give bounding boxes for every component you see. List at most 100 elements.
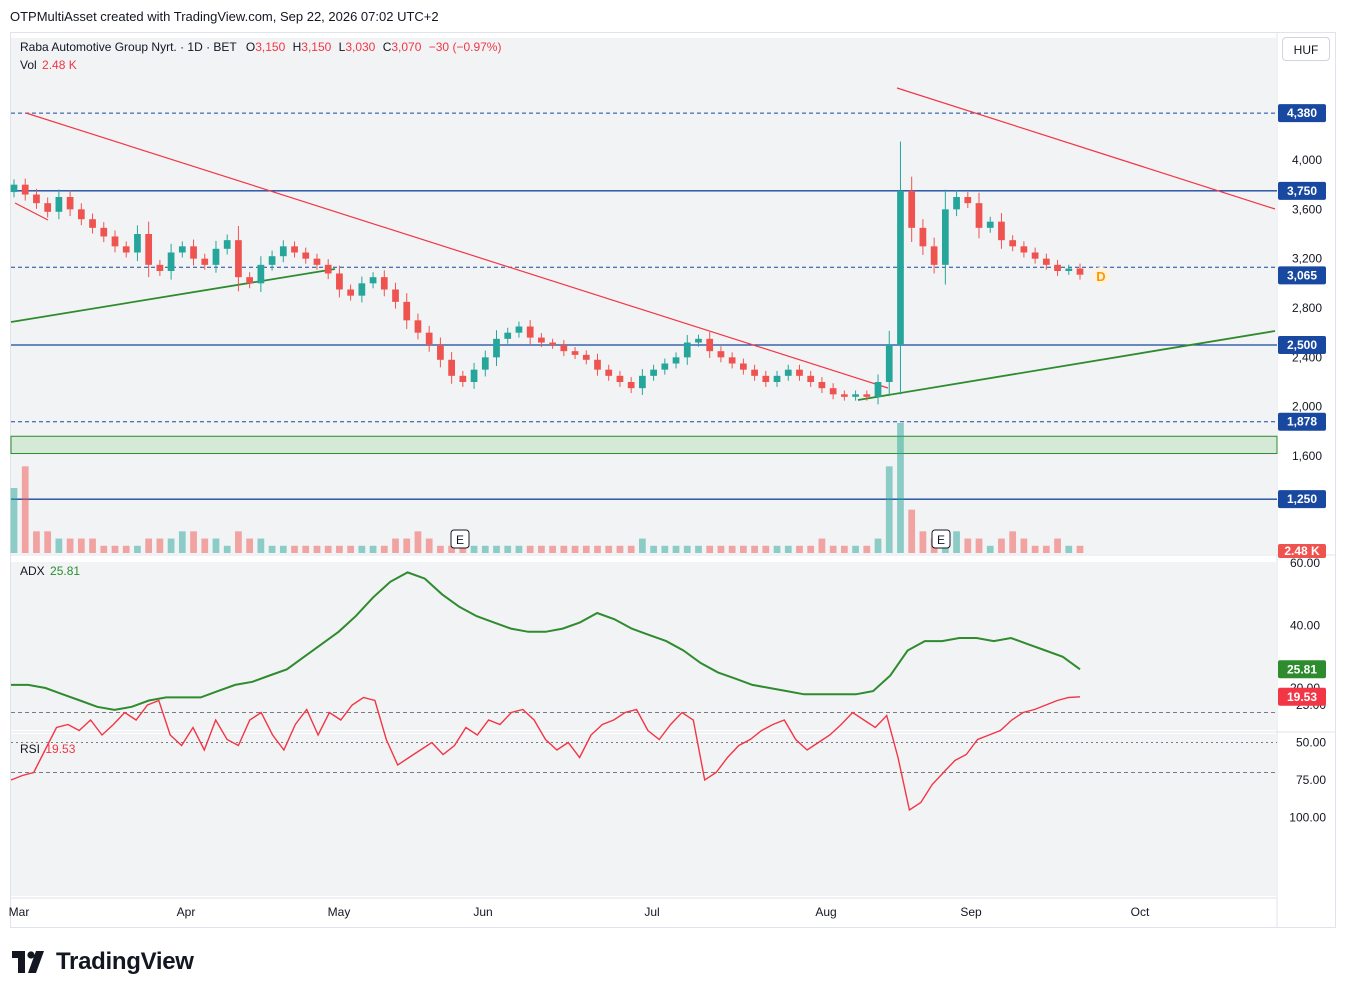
candle-body [167,252,175,271]
price-tick-label: 2,800 [1292,301,1322,315]
candle-body [437,345,444,360]
volume-bar [773,545,781,553]
volume-bar [964,538,972,553]
volume-bar [571,545,579,553]
horizontal-levels[interactable] [11,112,1277,500]
earnings-marker[interactable]: E [450,529,470,549]
rsi-legend[interactable]: RSI 19.53 [20,742,75,756]
price-tag-label: 2,500 [1287,338,1317,352]
candle-body [55,197,63,212]
volume-bar [369,545,377,553]
volume-bar [302,545,310,553]
adx-label: ADX [20,564,45,578]
candle-body [358,283,366,296]
trendline-resistance-short[interactable] [14,202,49,221]
volume-bar [481,545,489,553]
volume-bar [235,531,242,553]
rsi-tick-label: 75.00 [1296,773,1326,787]
volume-bar [1065,545,1073,553]
rsi-tick-label: 100.00 [1289,811,1326,825]
price-change: −30 (−0.97%) [428,40,502,54]
dividend-marker[interactable]: D [1092,267,1110,285]
volume-bar [751,545,758,553]
volume-bar [706,545,714,553]
candle-body [538,337,545,343]
volume-bar [347,545,354,553]
volume-bar [672,545,680,553]
adx-legend[interactable]: ADX 25.81 [20,564,80,578]
candle-body [549,342,556,345]
currency-button[interactable]: HUF [1282,37,1330,61]
candle-body [134,234,141,253]
adx-value: 25.81 [50,564,81,578]
candle-body [986,221,994,228]
volume-bar [201,538,209,553]
volume-bar [1020,538,1028,553]
volume-bar [1042,545,1050,553]
trendline-resistance-1[interactable] [25,112,889,389]
candle-body [807,375,815,382]
time-tick-label: Jul [644,905,659,919]
volume-bar [728,545,736,553]
candle-body [515,326,523,333]
time-tick-label: Apr [177,905,196,919]
candle-body [190,246,197,259]
volume-bar [66,538,74,553]
volume-bar [470,545,478,553]
ohlc-close-label: C [382,40,392,54]
volume-bar [986,545,994,553]
rsi-tick-label: 50.00 [1296,736,1326,750]
price-tag-label: 3,065 [1287,268,1317,282]
candle-body [66,197,74,210]
chart-attribution: OTPMultiAsset created with TradingView.c… [10,9,439,24]
candle-body [784,369,792,376]
volume-bar [313,545,321,553]
ohlc-low-value: 3,030 [345,40,376,54]
trendline-support-1[interactable] [10,268,336,323]
volume-bar [414,531,422,553]
candle-body [829,388,837,395]
candle-body [874,382,882,397]
candle-body [571,351,579,355]
volume-bar [582,545,590,553]
earnings-marker[interactable]: E [931,529,951,549]
price-axis[interactable]: 1,2501,6002,0002,4002,8003,2003,6004,000… [1278,104,1326,825]
volume-bar [223,545,231,553]
volume-tag-label: 2.48 K [1284,544,1320,558]
volume-bar [695,545,702,553]
volume-value: 2.48 K [42,58,77,72]
candle-body [459,375,467,382]
support-zone[interactable] [10,435,1278,455]
symbol-legend[interactable]: Raba Automotive Group Nyrt. · 1D · BET O… [20,40,501,54]
trendline-resistance-2[interactable] [896,87,1276,210]
rsi-line [10,696,1081,812]
price-tag-label: 1,878 [1287,415,1317,429]
candle-body [89,219,96,228]
time-axis[interactable]: Mar Apr May Jun Jul Aug Sep Oct [9,905,1150,919]
tradingview-logo[interactable]: TradingView [12,948,194,976]
adx-pane-bg [11,562,1277,730]
volume-bar [639,538,646,553]
adx-pane [11,571,1081,711]
trendline-support-2[interactable] [857,330,1276,401]
volume-bar [380,545,388,553]
candle-body [740,363,747,370]
candle-body [1076,268,1084,275]
candle-body [291,246,298,253]
volume-legend[interactable]: Vol 2.48 K [20,58,77,72]
candle-body [773,375,781,382]
candle-body [941,209,949,265]
price-tag-box [1278,104,1326,123]
candle-body [672,357,680,364]
volume-bar [212,538,220,553]
price-tag-label: 3,750 [1287,184,1317,198]
candle-body [223,240,231,249]
candle-body [582,354,590,360]
volume-bar [717,545,725,553]
volume-bar [526,545,534,553]
volume-bar [953,531,960,553]
earnings-marker-label: E [937,533,945,547]
price-tick-label: 2,000 [1292,400,1322,414]
candle-body [470,369,478,382]
